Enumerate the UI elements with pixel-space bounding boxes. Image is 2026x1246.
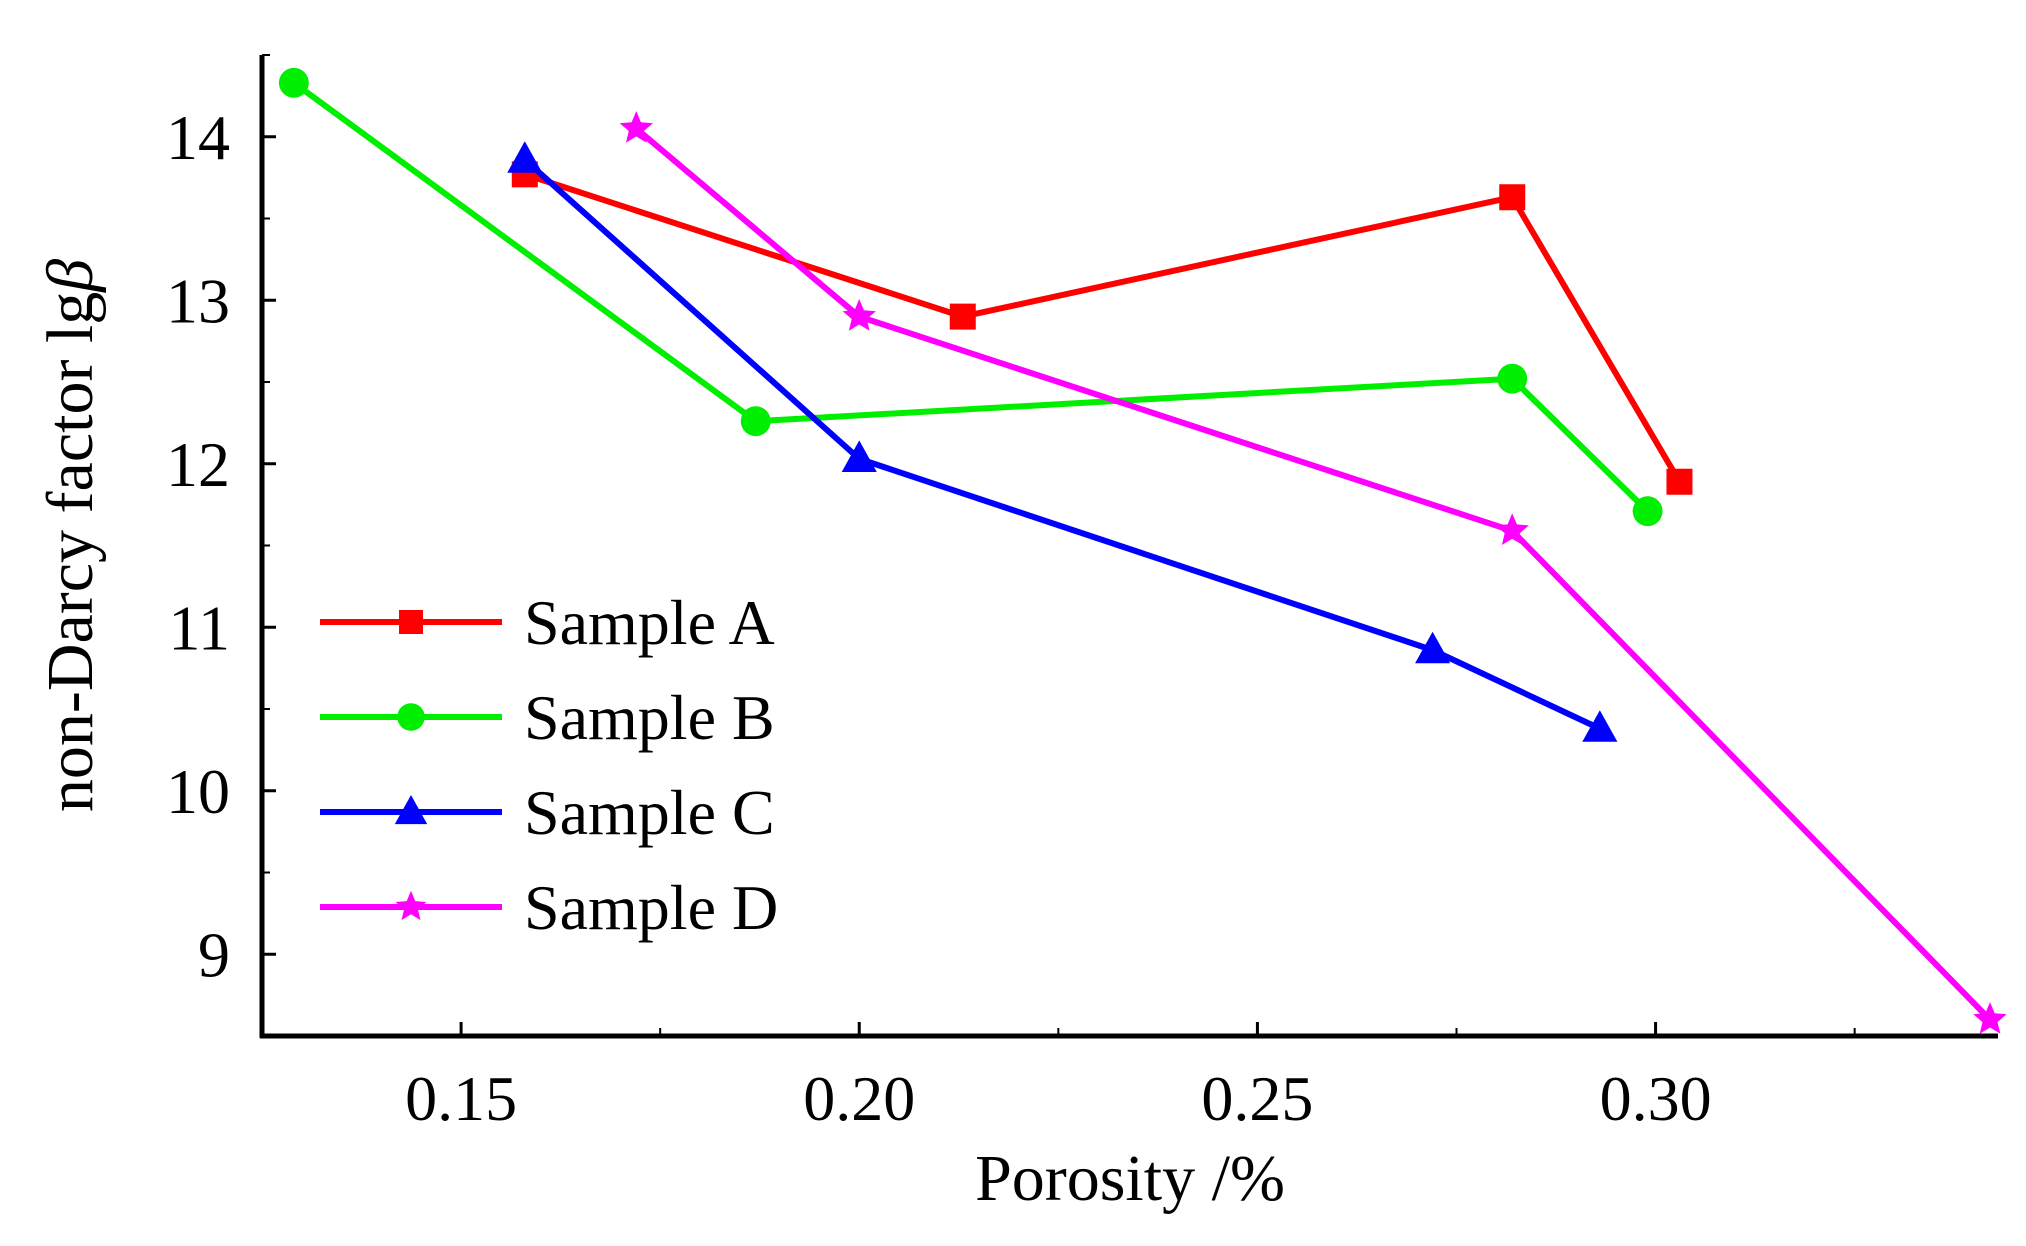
- data-point: [1973, 1002, 2007, 1034]
- x-tick-label: 0.25: [1201, 1063, 1313, 1134]
- legend-marker: [399, 610, 423, 634]
- y-tick-label: 14: [166, 102, 230, 173]
- legend-label: Sample D: [524, 872, 778, 943]
- legend-marker: [395, 890, 427, 921]
- series-line: [523, 171, 1683, 484]
- y-tick-label: 11: [168, 592, 230, 663]
- legend: Sample A Sample B Sample C Sample D: [320, 587, 778, 943]
- y-axis-title-symbol: β: [34, 259, 107, 294]
- data-point: [740, 406, 771, 437]
- x-tick-label: 0.15: [405, 1063, 517, 1134]
- y-axis-title-text: non-Darcy factor lg: [34, 292, 107, 812]
- data-point: [1666, 468, 1693, 495]
- x-tick-label: 0.30: [1600, 1063, 1712, 1134]
- plot-series: [278, 67, 2007, 1034]
- y-axis-title: non-Darcy factor lgβ: [34, 259, 107, 812]
- x-axis-title: Porosity /%: [975, 1142, 1285, 1215]
- series-sample-c: [507, 141, 1618, 742]
- data-point: [619, 111, 653, 143]
- data-point: [842, 299, 876, 331]
- series-sample-d: [619, 111, 2007, 1034]
- legend-label: Sample C: [524, 777, 775, 848]
- legend-label: Sample A: [524, 587, 775, 658]
- data-point: [1632, 496, 1663, 527]
- legend-item: Sample A: [320, 587, 775, 658]
- legend-marker: [397, 703, 425, 731]
- data-point: [1415, 631, 1451, 664]
- legend-item: Sample D: [320, 872, 778, 943]
- series-line: [634, 126, 1993, 1022]
- legend-marker: [394, 794, 428, 825]
- data-point: [949, 303, 976, 330]
- legend-item: Sample C: [320, 777, 775, 848]
- legend-item: Sample B: [320, 682, 775, 753]
- series-sample-a: [511, 161, 1693, 495]
- axes: 0.15 0.20 0.25 0.30 9 10 11 12 13 14: [166, 54, 1998, 1134]
- data-point: [1499, 184, 1526, 211]
- series-line: [292, 80, 1650, 514]
- y-tick-label: 13: [166, 265, 230, 336]
- data-point: [1582, 710, 1618, 742]
- x-tick-label: 0.20: [803, 1063, 915, 1134]
- legend-label: Sample B: [524, 682, 775, 753]
- data-point: [278, 67, 309, 98]
- data-point: [507, 141, 543, 173]
- y-tick-label: 12: [166, 429, 230, 500]
- data-point: [841, 440, 877, 473]
- data-point: [1497, 363, 1528, 394]
- y-tick-label: 10: [166, 756, 230, 827]
- y-tick-label: 9: [198, 919, 230, 990]
- series-sample-b: [278, 67, 1663, 527]
- series-line: [522, 157, 1602, 732]
- data-point: [1495, 513, 1529, 545]
